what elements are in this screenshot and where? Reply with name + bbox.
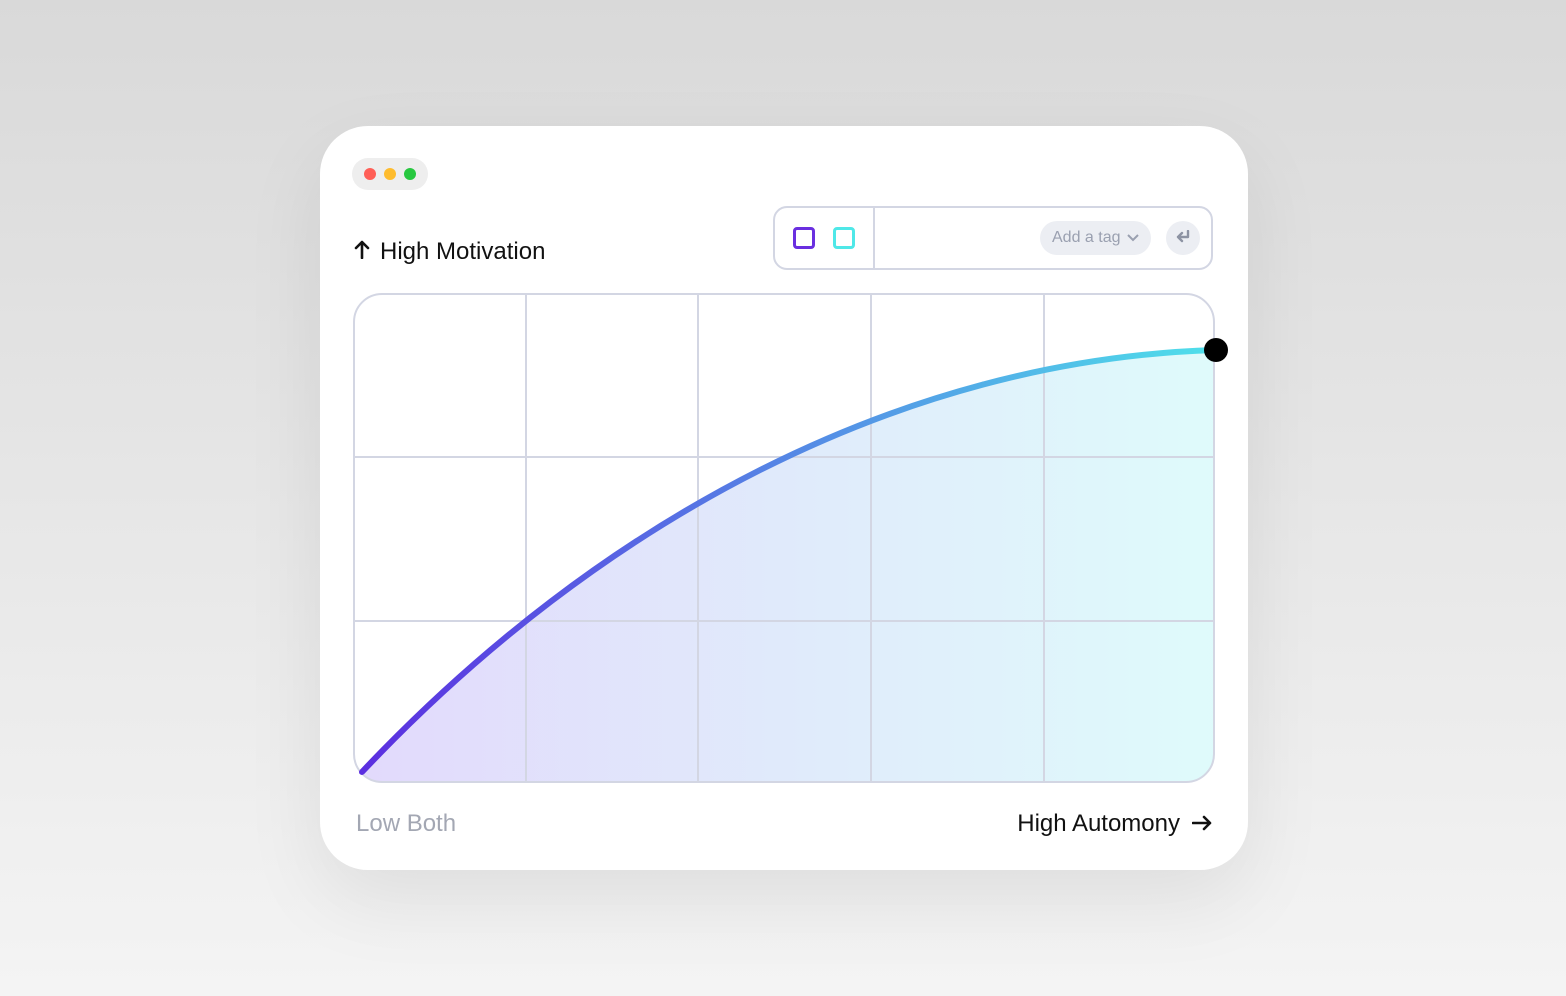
maximize-button[interactable]: [404, 168, 416, 180]
close-button[interactable]: [364, 168, 376, 180]
curve-line: [359, 347, 1218, 775]
minimize-button[interactable]: [384, 168, 396, 180]
arrow-up-icon: [354, 238, 370, 266]
curve-end-handle[interactable]: [1204, 338, 1228, 362]
chevron-down-icon: [1126, 229, 1139, 247]
return-arrow-icon: [1175, 228, 1191, 249]
purple-swatch-checkbox[interactable]: [793, 227, 815, 249]
area-fill: [354, 350, 1214, 782]
tag-toolbar: Add a tag: [773, 206, 1213, 270]
enter-button[interactable]: [1166, 221, 1200, 255]
add-tag-dropdown[interactable]: Add a tag: [1040, 221, 1151, 255]
card-window: High Motivation Add a tag: [320, 126, 1248, 870]
add-tag-label: Add a tag: [1052, 229, 1121, 246]
curve-chart: [353, 293, 1228, 783]
x-axis-high-label: High Automony: [1017, 810, 1212, 838]
cyan-swatch-checkbox[interactable]: [833, 227, 855, 249]
window-controls: [352, 158, 428, 190]
y-axis-label-text: High Motivation: [380, 238, 546, 265]
x-axis-high-label-text: High Automony: [1017, 810, 1180, 837]
chart-frame: [353, 293, 1215, 783]
x-axis-low-label: Low Both: [356, 810, 457, 837]
divider: [873, 208, 875, 268]
arrow-right-icon: [1191, 810, 1212, 838]
y-axis-label: High Motivation: [354, 238, 545, 266]
